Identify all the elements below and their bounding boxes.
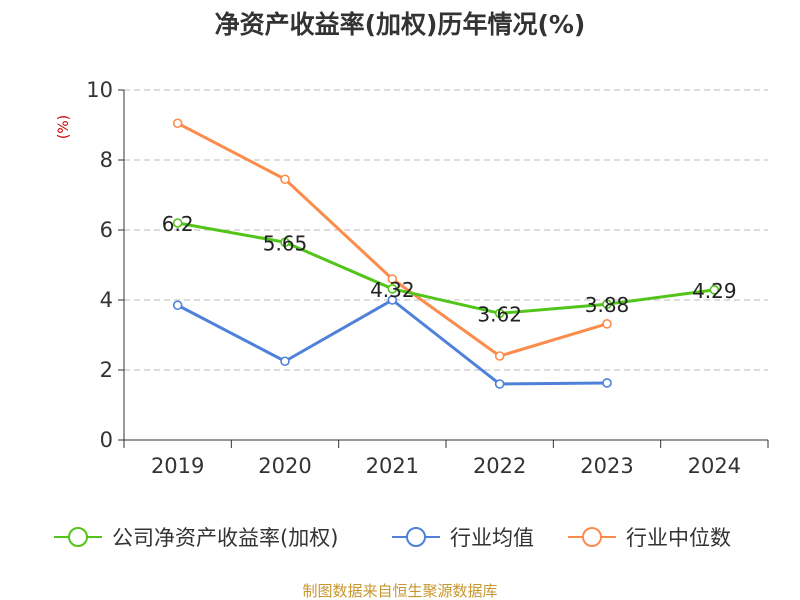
series-lines [176,121,715,386]
y-tick-label-0: 0 [100,428,113,452]
series-1-point-2023 [602,378,612,388]
y-tick-label-8: 8 [100,148,113,172]
series-2-point-2019 [172,118,183,129]
legend-label-1: 行业均值 [450,526,534,550]
axes: 0 2 4 6 8 10 2019 2020 2021 2022 2023 2024 [86,78,769,478]
series-line-2 [176,121,608,358]
x-tick-label-2019: 2019 [151,454,204,478]
series-1-point-2022 [494,379,505,389]
series-line-0 [177,221,715,315]
series-2-point-2023 [602,318,612,329]
series-2-point-2020 [280,174,290,185]
y-tick-label-4: 4 [100,288,113,312]
x-tick-label-2022: 2022 [473,454,526,478]
series-0-point-2024 [709,285,720,295]
y-tick-label-10: 10 [86,78,113,102]
x-tick-label-2021: 2021 [366,454,419,478]
series-1-point-2021 [387,295,398,305]
data-labels: 6.2 5.65 4.32 3.62 3.88 4.29 [162,212,737,326]
source-note: 制图数据来自恒生聚源数据库 [302,582,497,600]
series-0-point-2021 [387,283,398,294]
x-tick-label-2024: 2024 [688,454,741,478]
legend-label-2: 行业中位数 [626,526,731,550]
legend-marker-1 [406,527,426,547]
data-label-2023: 3.88 [585,293,630,317]
series-2-point-2022 [494,351,505,361]
y-tick-label-6: 6 [100,218,113,242]
data-label-2024: 4.29 [692,279,737,303]
y-axis-unit-label: (%) [56,115,72,139]
legend-label-0: 公司净资产收益率(加权) [112,526,338,550]
x-tick-label-2020: 2020 [258,454,311,478]
series-0-point-2020 [280,237,290,248]
series-0-point-2022 [494,308,505,319]
chart-title: 净资产收益率(加权)历年情况(%) [215,10,586,39]
data-label-2022: 3.62 [477,302,522,326]
legend: 公司净资产收益率(加权) 行业均值 行业中位数 [54,526,731,550]
legend-marker-2 [582,527,602,547]
x-tick-label-2023: 2023 [580,454,633,478]
data-label-2019: 6.2 [162,212,194,236]
series-2-point-2021 [387,274,398,284]
data-label-2020: 5.65 [263,231,308,255]
y-tick-label-2: 2 [100,358,113,382]
series-0-point-2023 [602,299,612,310]
series-0-point-2019 [172,218,183,228]
series-1-point-2020 [280,356,290,367]
legend-marker-0 [68,527,88,547]
data-label-2021: 4.32 [370,278,415,302]
series-points [172,118,720,389]
series-1-point-2019 [172,300,183,311]
